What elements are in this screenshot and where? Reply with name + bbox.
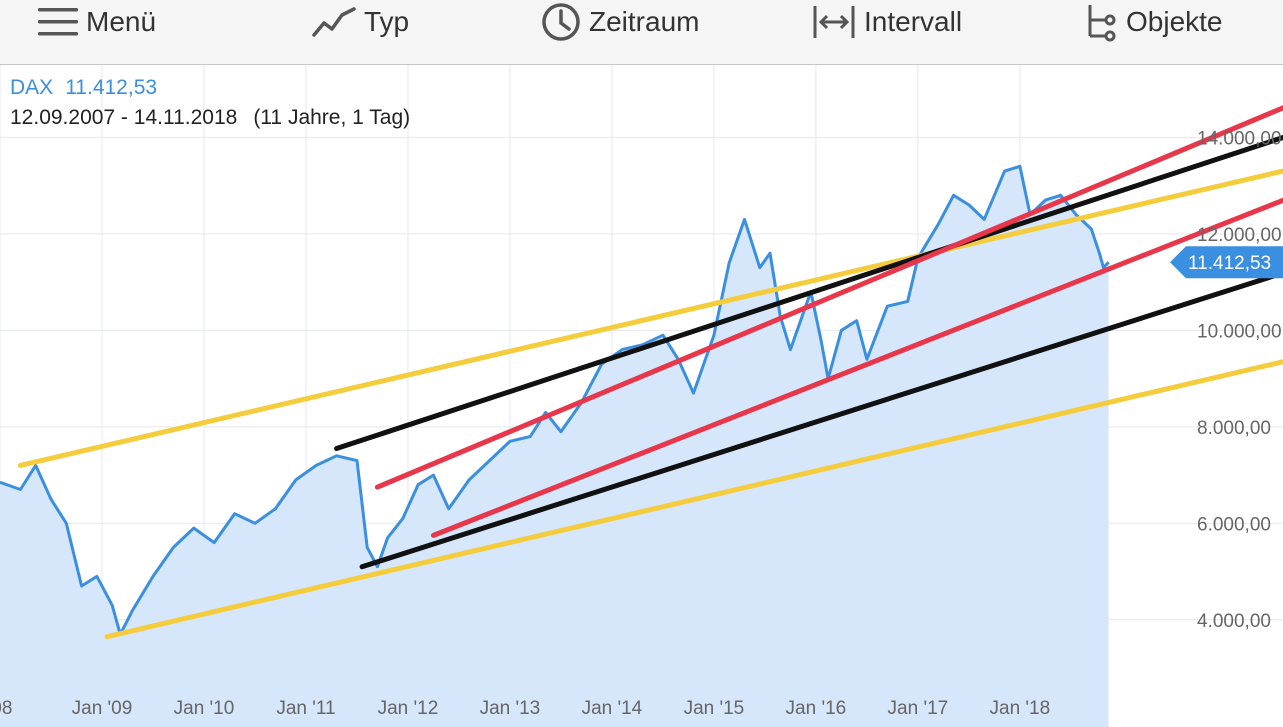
series-area [0,164,1110,727]
trend-line-black [334,134,1283,452]
trend-line-yellow [104,359,1283,640]
toolbar: Menü Typ Zeitraum Intervall O [0,0,1283,65]
series-fill [0,166,1109,727]
trend-line-yellow [17,168,1283,468]
x-tick-label: Jan '12 [378,698,439,719]
interval-arrows-icon [813,6,855,38]
last-price-tag: 11.412,53 [1170,246,1283,279]
x-tick-label: Jan '15 [684,698,745,719]
type-label: Typ [364,6,410,37]
x-tick-label: Jan '16 [786,698,847,719]
x-tick-label: Jan '10 [174,698,235,719]
y-tick-label: 8.000,00 [1197,418,1271,439]
objects-button[interactable]: Objekte [1084,0,1223,44]
line-chart-icon [312,7,356,37]
y-axis: 4.000,00 6.000,00 8.000,00 10.000,00 12.000,… [1197,128,1282,631]
period-label: Zeitraum [589,6,700,37]
menu-label: Menü [86,6,157,37]
trend-line-black [359,270,1283,570]
x-axis: '08 Jan '09 Jan '10 Jan '11 Jan '12 Jan '13 Ja… [0,698,1050,719]
x-tick-label: '08 [0,698,12,719]
price-tag-label: 11.412,53 [1188,253,1271,274]
x-tick-label: Jan '17 [888,698,949,719]
symbol-name: DAX [10,76,54,99]
x-tick-label: Jan '11 [276,698,335,719]
y-tick-label: 6.000,00 [1197,514,1271,535]
trend-line-red [430,197,1283,538]
objects-tree-icon [1088,5,1116,42]
range-line: 12.09.2007 - 14.11.2018 (11 Jahre, 1 Tag) [10,106,410,130]
symbol-line: DAX 11.412,53 [10,76,410,100]
duration: (11 Jahre, 1 Tag) [253,106,411,129]
x-tick-label: Jan '09 [72,698,133,719]
trend-line-red [374,105,1283,490]
dax-price-chart[interactable]: 4.000,00 6.000,00 8.000,00 10.000,00 12.000,… [0,65,1283,727]
symbol-last-value: 11.412,53 [65,76,158,99]
objects-label: Objekte [1126,6,1223,37]
y-tick-label: 12.000,00 [1197,225,1282,246]
clock-icon [542,3,580,41]
price-tag-shape [1170,246,1283,279]
x-tick-label: Jan '13 [480,698,541,719]
y-tick-label: 10.000,00 [1197,321,1282,342]
hamburger-icon [38,8,78,36]
x-tick-label: Jan '18 [990,698,1051,719]
y-tick-label: 4.000,00 [1197,611,1271,632]
menu-button[interactable]: Menü [38,0,156,44]
y-tick-label: 14.000,00 [1197,128,1282,149]
series-line-dax [0,164,1110,636]
type-button[interactable]: Typ [312,0,409,44]
trend-lines [17,105,1283,640]
date-range: 12.09.2007 - 14.11.2018 [10,106,238,129]
interval-label: Intervall [864,6,963,37]
period-button[interactable]: Zeitraum [541,0,699,44]
chart-info: DAX 11.412,53 12.09.2007 - 14.11.2018 (11 … [10,76,410,130]
interval-button[interactable]: Intervall [812,0,962,44]
x-tick-label: Jan '14 [582,698,643,719]
